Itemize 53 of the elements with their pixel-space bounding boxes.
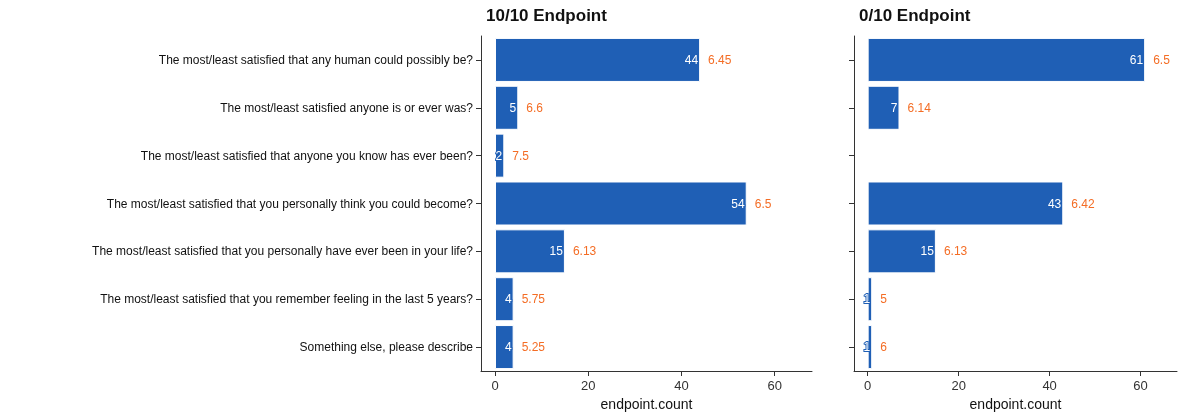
data-label: 43 (1047, 196, 1062, 211)
y-tick-label: Something else, please describe (299, 340, 474, 355)
data-label: 54 (731, 196, 746, 211)
chart-title: 10/10 Endpoint (486, 6, 608, 25)
x-tick-label: 40 (1042, 378, 1057, 393)
bar (494, 37, 701, 82)
bar (867, 181, 1064, 226)
data-label: 4 (504, 292, 512, 307)
x-tick-label: 60 (1133, 378, 1148, 393)
bar (494, 181, 747, 226)
annotation: 6.45 (708, 52, 732, 67)
chart-title: 0/10 Endpoint (859, 6, 971, 25)
annotation: 6.42 (1071, 196, 1095, 211)
bar (494, 277, 514, 322)
data-label: 61 (1129, 52, 1144, 67)
bar (494, 85, 519, 130)
x-tick-label: 20 (951, 378, 966, 393)
annotation: 6 (880, 340, 888, 355)
x-tick-label: 20 (580, 378, 596, 393)
data-label: 7 (890, 100, 898, 115)
y-tick-label: The most/least satisfied that you personally think you could become? (106, 196, 474, 211)
data-label: 5 (509, 100, 517, 115)
annotation: 6.5 (754, 196, 772, 211)
annotation: 5.75 (521, 292, 546, 307)
x-axis-title: endpoint.count (969, 395, 1062, 412)
annotation: 6.13 (572, 244, 597, 259)
x-axis-title: endpoint.count (600, 395, 693, 412)
x-tick-label: 40 (674, 378, 689, 393)
bar (867, 229, 936, 274)
annotation: 5 (880, 292, 888, 307)
bar (494, 325, 514, 370)
y-tick-label: The most/least satisfied that you remember feeling in the last 5 years? (100, 292, 474, 307)
annotation: 7.5 (512, 148, 530, 163)
annotation: 6.5 (1153, 52, 1171, 67)
bar (867, 37, 1146, 82)
x-tick-label: 0 (864, 378, 872, 393)
data-label: 2 (495, 148, 503, 163)
y-tick-label: The most/least satisfied anyone is or ever was? (220, 100, 474, 115)
bar (867, 85, 900, 130)
x-tick-label: 0 (491, 378, 499, 393)
y-tick-label: The most/least satisfied that anyone you know has ever been? (140, 148, 474, 163)
data-label: 15 (920, 244, 935, 259)
y-tick-label: The most/least satisfied that you personally have ever been in your life? (92, 244, 474, 259)
annotation: 6.13 (943, 244, 968, 259)
y-tick-label: The most/least satisfied that any human could possibly be? (158, 52, 474, 67)
annotation: 6.6 (526, 100, 544, 115)
data-label: 4 (504, 340, 512, 355)
x-tick-label: 60 (767, 378, 782, 393)
annotation: 5.25 (521, 340, 546, 355)
annotation: 6.14 (907, 100, 932, 115)
data-label: 15 (549, 244, 564, 259)
data-label: 44 (684, 52, 699, 67)
bar (494, 229, 565, 274)
